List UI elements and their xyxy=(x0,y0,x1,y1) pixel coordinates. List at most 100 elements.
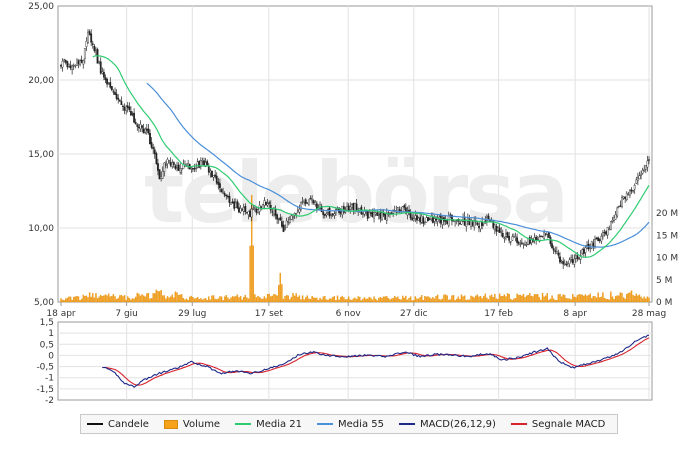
volume-bar xyxy=(635,293,637,303)
candle-body xyxy=(312,200,315,204)
legend-swatch-media-55 xyxy=(317,423,334,425)
volume-bar xyxy=(594,296,596,303)
candle-body xyxy=(458,222,461,225)
volume-bar xyxy=(541,293,544,303)
volume-bar xyxy=(317,299,320,303)
candle-body xyxy=(447,215,450,226)
volume-bar xyxy=(285,295,288,303)
candle-body xyxy=(354,203,356,211)
volume-bar xyxy=(648,297,650,303)
volume-bar xyxy=(411,300,413,303)
volume-bar xyxy=(270,296,272,303)
candle-body xyxy=(176,164,178,168)
volume-bar xyxy=(168,297,170,303)
candle-body xyxy=(164,164,167,166)
candle-body xyxy=(295,213,298,215)
candle-body xyxy=(436,218,439,222)
candle-body xyxy=(551,243,553,249)
volume-bar xyxy=(646,296,649,303)
volume-bar xyxy=(408,297,410,303)
candle-body xyxy=(640,174,642,176)
candle-body xyxy=(613,217,615,221)
legend-item-segnale-macd[interactable]: Segnale MACD xyxy=(510,419,605,430)
volume-bar xyxy=(201,299,204,303)
volume-bar xyxy=(298,295,301,303)
volume-bar xyxy=(231,296,234,303)
volume-bar xyxy=(638,294,641,303)
legend-label-volume: Volume xyxy=(182,418,221,430)
volume-bar xyxy=(568,298,571,303)
volume-bar xyxy=(88,292,91,303)
volume-bar xyxy=(537,294,539,303)
candle-body xyxy=(641,169,644,174)
legend-item-macd[interactable]: MACD(26,12,9) xyxy=(398,419,496,430)
legend-swatch-volume xyxy=(163,419,178,429)
volume-bar xyxy=(579,294,582,303)
volume-bar xyxy=(84,296,86,303)
volume-bar xyxy=(421,295,423,303)
volume-bar xyxy=(122,296,124,303)
volume-bar xyxy=(301,295,304,303)
legend-label-media-21: Media 21 xyxy=(256,418,303,430)
legend-item-candele[interactable]: Candele xyxy=(87,419,149,430)
legend-item-media-55[interactable]: Media 55 xyxy=(317,419,384,430)
volume-bar xyxy=(101,296,104,303)
candle-body xyxy=(409,212,412,219)
volume-bar xyxy=(114,296,116,303)
volume-bar xyxy=(371,299,374,303)
volume-bar xyxy=(87,297,89,303)
candle-body xyxy=(643,168,646,171)
volume-bar xyxy=(146,293,148,303)
candle-body xyxy=(320,205,323,212)
candle-body xyxy=(110,86,113,91)
candle-body xyxy=(525,244,528,246)
candle-body xyxy=(624,197,627,199)
volume-bar xyxy=(123,295,126,303)
volume-bar xyxy=(394,295,396,303)
candle-body xyxy=(242,207,245,212)
volume-bar xyxy=(208,296,210,303)
volume-bar xyxy=(425,296,428,303)
volume-bar xyxy=(614,296,617,303)
candle-body xyxy=(603,231,606,234)
volume-bar xyxy=(626,294,628,303)
candle-body xyxy=(622,196,625,199)
candle-body xyxy=(376,212,379,216)
volume-bar xyxy=(336,295,339,303)
volume-bar xyxy=(556,299,558,303)
volume-bar xyxy=(538,297,541,303)
volume-bar xyxy=(355,298,358,303)
candle-body xyxy=(147,128,150,134)
candle-body xyxy=(166,159,169,164)
candle-body xyxy=(153,149,156,155)
volume-bar xyxy=(430,298,432,303)
candle-body xyxy=(290,215,293,220)
candle-body xyxy=(527,238,530,245)
volume-bar xyxy=(300,299,302,303)
candle-body xyxy=(247,211,250,215)
volume-bar xyxy=(630,290,633,303)
candle-body xyxy=(522,243,525,245)
volume-bar xyxy=(144,296,146,303)
volume-bar xyxy=(490,294,493,303)
candle-body xyxy=(222,192,224,194)
volume-bar xyxy=(107,293,110,303)
volume-bar xyxy=(352,298,355,303)
candle-body xyxy=(300,202,302,210)
candle-body xyxy=(201,160,204,162)
volume-bar xyxy=(333,296,336,303)
candle-body xyxy=(203,160,205,166)
volume-bar xyxy=(575,297,577,303)
volume-bar xyxy=(384,296,386,303)
volume-bar xyxy=(465,300,467,303)
legend-item-media-21[interactable]: Media 21 xyxy=(235,419,302,430)
candle-body xyxy=(125,106,128,111)
legend-item-volume[interactable]: Volume xyxy=(163,418,221,430)
volume-bar xyxy=(489,295,491,303)
macd-line xyxy=(102,334,649,389)
volume-bar xyxy=(567,298,569,303)
volume-bar xyxy=(549,298,552,303)
volume-bar xyxy=(257,295,259,303)
volume-bar xyxy=(196,296,199,303)
